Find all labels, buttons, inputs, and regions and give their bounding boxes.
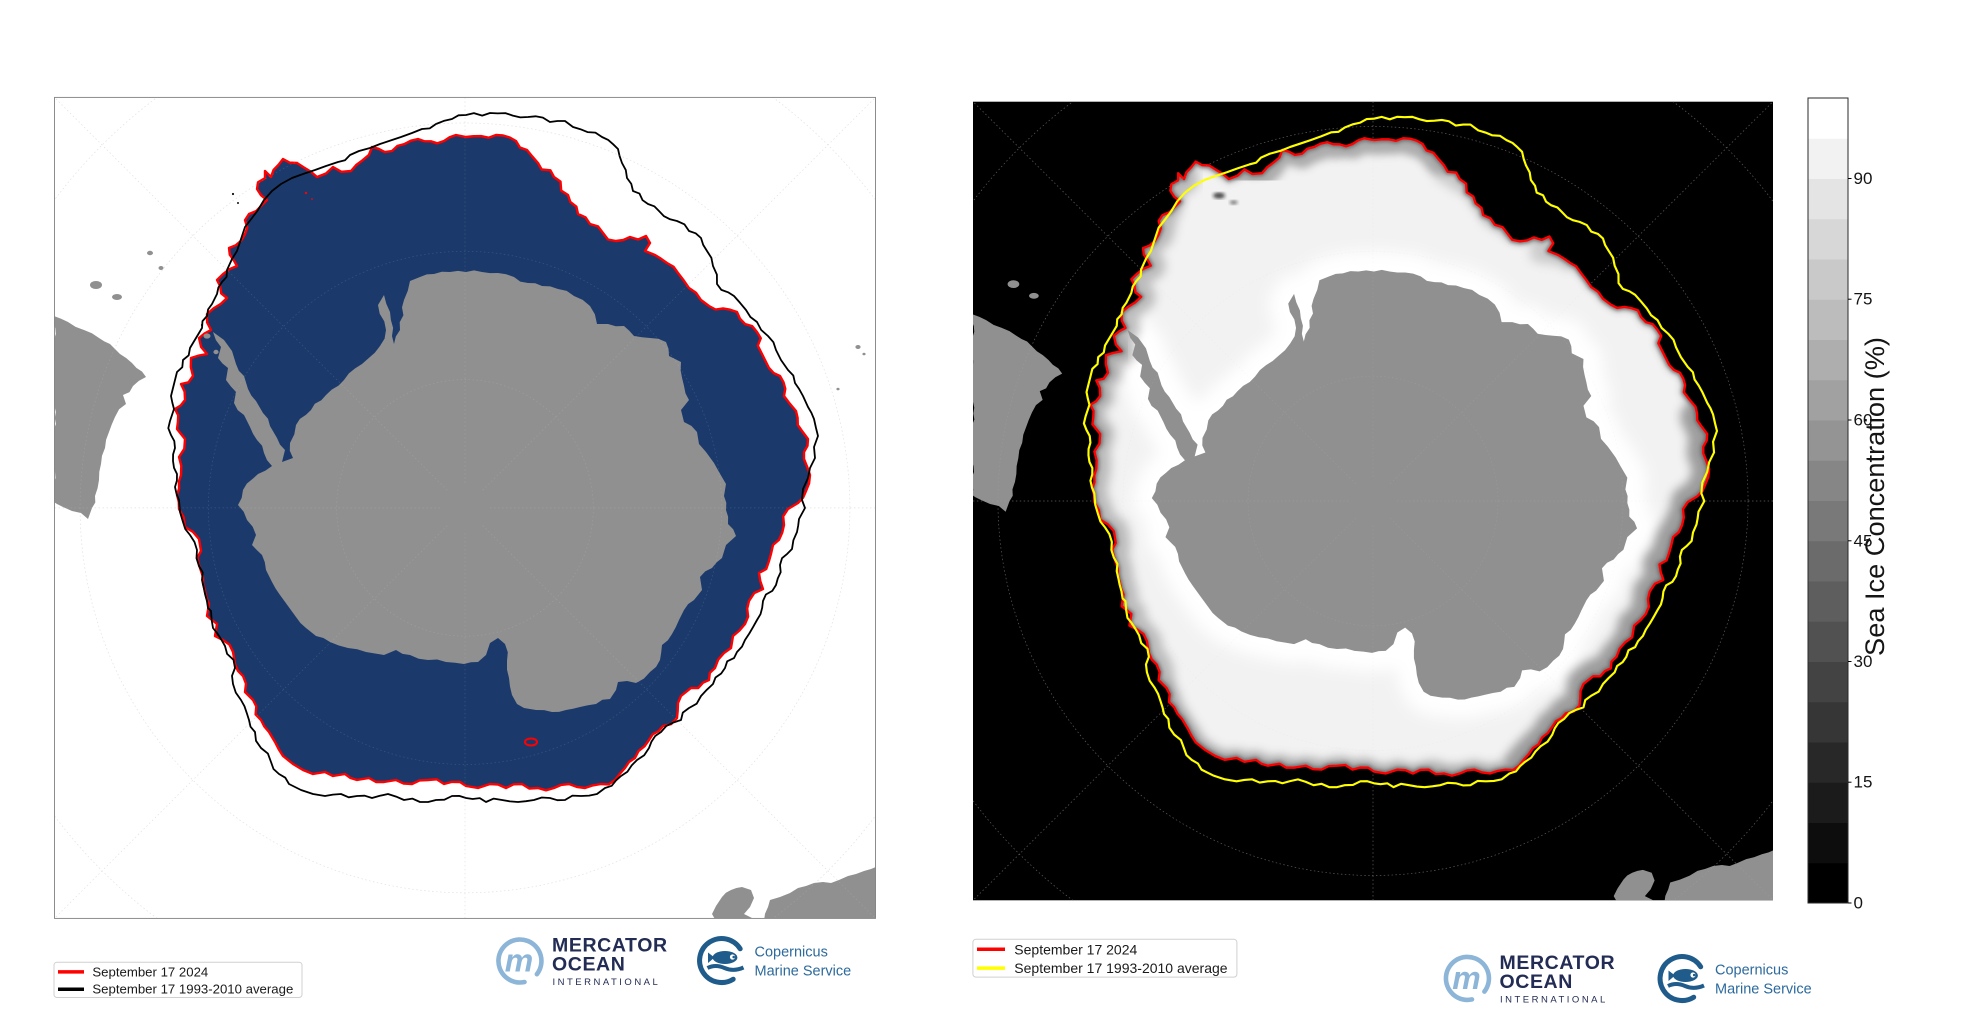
svg-text:Marine Service: Marine Service bbox=[1715, 982, 1812, 998]
svg-text:September 17 2024: September 17 2024 bbox=[92, 964, 208, 979]
svg-text:September 17 1993-2010 average: September 17 1993-2010 average bbox=[1014, 960, 1227, 976]
svg-text:30: 30 bbox=[1854, 652, 1873, 671]
svg-text:September 17 1993-2010 average: September 17 1993-2010 average bbox=[92, 982, 293, 997]
svg-text:INTERNATIONAL: INTERNATIONAL bbox=[1500, 994, 1608, 1005]
svg-text:90: 90 bbox=[1854, 169, 1873, 188]
svg-text:MERCATOR: MERCATOR bbox=[552, 935, 668, 957]
svg-text:OCEAN: OCEAN bbox=[552, 954, 625, 976]
svg-text:0: 0 bbox=[1854, 894, 1863, 913]
svg-text:m: m bbox=[505, 943, 533, 979]
svg-text:75: 75 bbox=[1854, 290, 1873, 309]
svg-text:45: 45 bbox=[1854, 531, 1873, 550]
svg-text:Copernicus: Copernicus bbox=[755, 945, 828, 961]
svg-text:OCEAN: OCEAN bbox=[1500, 971, 1573, 993]
svg-text:15: 15 bbox=[1854, 773, 1873, 792]
svg-text:Copernicus: Copernicus bbox=[1715, 963, 1788, 979]
svg-text:Marine Service: Marine Service bbox=[755, 964, 852, 980]
svg-text:INTERNATIONAL: INTERNATIONAL bbox=[553, 977, 661, 988]
svg-text:m: m bbox=[1452, 960, 1480, 996]
svg-text:60: 60 bbox=[1854, 411, 1873, 430]
svg-text:Sea Ice Concentration (%): Sea Ice Concentration (%) bbox=[1859, 337, 1890, 656]
svg-text:September 17 2024: September 17 2024 bbox=[1014, 941, 1137, 957]
svg-text:MERCATOR: MERCATOR bbox=[1500, 952, 1616, 974]
